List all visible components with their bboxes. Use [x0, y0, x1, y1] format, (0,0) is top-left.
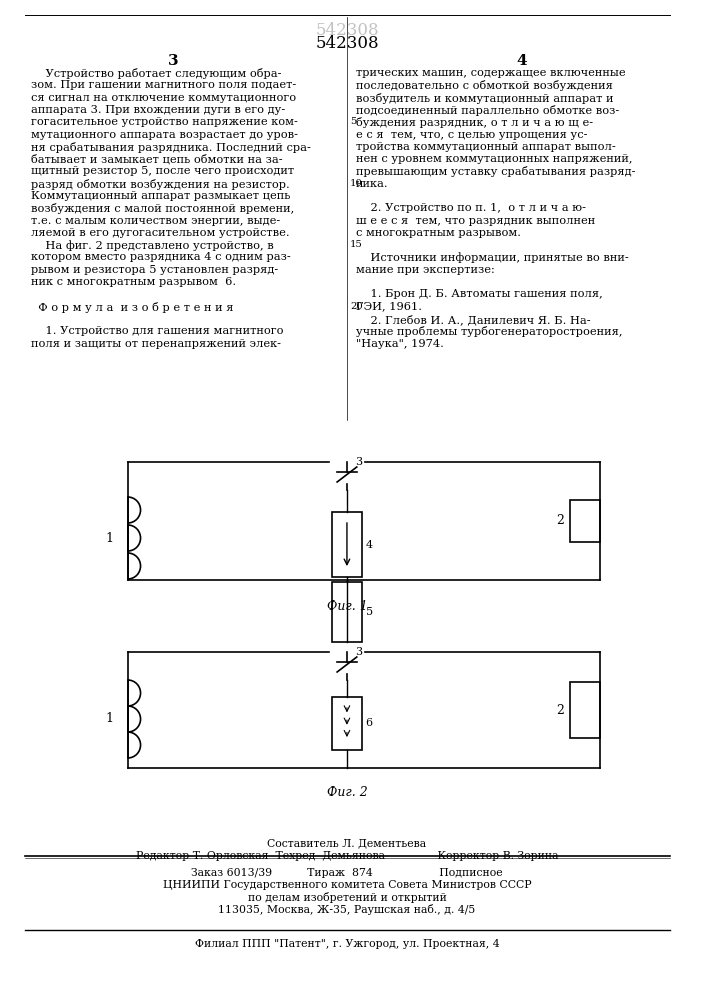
- Text: ника.: ника.: [356, 179, 388, 189]
- Text: 10: 10: [350, 179, 363, 188]
- Text: ляемой в его дугогасительном устройстве.: ляемой в его дугогасительном устройстве.: [31, 228, 290, 238]
- Text: 3: 3: [168, 54, 178, 68]
- Text: 1. Брон Д. Б. Автоматы гашения поля,: 1. Брон Д. Б. Автоматы гашения поля,: [356, 289, 602, 299]
- Bar: [332, 697, 362, 750]
- Text: т.е. с малым количеством энергии, выде-: т.е. с малым количеством энергии, выде-: [31, 216, 281, 226]
- Text: ня срабатывания разрядника. Последний сра-: ня срабатывания разрядника. Последний ср…: [31, 142, 311, 153]
- Text: Ф о р м у л а  и з о б р е т е н и я: Ф о р м у л а и з о б р е т е н и я: [31, 302, 234, 313]
- Text: последовательно с обмоткой возбуждения: последовательно с обмоткой возбуждения: [356, 80, 613, 91]
- Text: возбудитель и коммутационный аппарат и: возбудитель и коммутационный аппарат и: [356, 93, 613, 104]
- Bar: [332, 512, 362, 577]
- Text: 4: 4: [517, 54, 527, 68]
- Text: 4: 4: [366, 540, 373, 550]
- Text: Коммутационный аппарат размыкает цепь: Коммутационный аппарат размыкает цепь: [31, 191, 291, 201]
- Text: превышающим уставку срабатывания разряд-: превышающим уставку срабатывания разряд-: [356, 166, 636, 177]
- Text: по делам изобретений и открытий: по делам изобретений и открытий: [247, 892, 446, 903]
- Text: учные проблемы турбогенераторостроения,: учные проблемы турбогенераторостроения,: [356, 326, 622, 337]
- Text: Филиал ППП "Патент", г. Ужгород, ул. Проектная, 4: Филиал ППП "Патент", г. Ужгород, ул. Про…: [194, 939, 499, 949]
- Text: аппарата 3. При вхождении дуги в его ду-: аппарата 3. При вхождении дуги в его ду-: [31, 105, 286, 115]
- Text: тройства коммутационный аппарат выпол-: тройства коммутационный аппарат выпол-: [356, 142, 616, 152]
- Text: Составитель Л. Дементьева: Составитель Л. Дементьева: [267, 838, 426, 848]
- Text: 113035, Москва, Ж-35, Раушская наб., д. 4/5: 113035, Москва, Ж-35, Раушская наб., д. …: [218, 904, 476, 915]
- Text: 6: 6: [366, 718, 373, 728]
- Text: ся сигнал на отключение коммутационного: ся сигнал на отключение коммутационного: [31, 93, 296, 103]
- Text: ник с многократным разрывом  6.: ник с многократным разрывом 6.: [31, 277, 237, 287]
- Text: Фиг. 2: Фиг. 2: [327, 786, 368, 799]
- Text: котором вместо разрядника 4 с одним раз-: котором вместо разрядника 4 с одним раз-: [31, 252, 291, 262]
- Text: возбуждения с малой постоянной времени,: возбуждения с малой постоянной времени,: [31, 203, 295, 214]
- Text: Заказ 6013/39          Тираж  874                   Подписное: Заказ 6013/39 Тираж 874 Подписное: [191, 868, 503, 878]
- Text: гогасительное устройство напряжение ком-: гогасительное устройство напряжение ком-: [31, 117, 298, 127]
- Text: зом. При гашении магнитного поля подает-: зом. При гашении магнитного поля подает-: [31, 80, 297, 90]
- Text: трических машин, содержащее включенные: трических машин, содержащее включенные: [356, 68, 626, 78]
- Text: 5: 5: [350, 117, 356, 126]
- Text: 2. Устройство по п. 1,  о т л и ч а ю-: 2. Устройство по п. 1, о т л и ч а ю-: [356, 203, 586, 213]
- Text: батывает и замыкает цепь обмотки на за-: батывает и замыкает цепь обмотки на за-: [31, 154, 283, 165]
- Text: с многократным разрывом.: с многократным разрывом.: [356, 228, 521, 238]
- Text: На фиг. 2 представлено устройство, в: На фиг. 2 представлено устройство, в: [31, 240, 274, 251]
- Text: щитный резистор 5, после чего происходит: щитный резистор 5, после чего происходит: [31, 166, 295, 176]
- Text: 2: 2: [556, 514, 564, 528]
- Text: 542308: 542308: [315, 35, 379, 52]
- Text: подсоединенный параллельно обмотке воз-: подсоединенный параллельно обмотке воз-: [356, 105, 619, 116]
- Text: 1. Устройство для гашения магнитного: 1. Устройство для гашения магнитного: [31, 326, 284, 336]
- Text: мание при экспертизе:: мание при экспертизе:: [356, 265, 494, 275]
- Text: ЦНИИПИ Государственного комитета Совета Министров СССР: ЦНИИПИ Государственного комитета Совета …: [163, 880, 531, 890]
- Text: 2. Глебов И. А., Данилевич Я. Б. На-: 2. Глебов И. А., Данилевич Я. Б. На-: [356, 314, 590, 325]
- Bar: [570, 500, 600, 542]
- Text: Устройство работает следующим обра-: Устройство работает следующим обра-: [31, 68, 282, 79]
- Text: Фиг. 1: Фиг. 1: [327, 600, 368, 613]
- Text: 1: 1: [105, 712, 113, 726]
- Text: мутационного аппарата возрастает до уров-: мутационного аппарата возрастает до уров…: [31, 129, 298, 139]
- Text: ш е е с я  тем, что разрядник выполнен: ш е е с я тем, что разрядник выполнен: [356, 216, 595, 226]
- Text: 3: 3: [355, 647, 362, 657]
- Text: ГЭИ, 1961.: ГЭИ, 1961.: [356, 302, 422, 312]
- Text: "Наука", 1974.: "Наука", 1974.: [356, 339, 444, 349]
- Text: е с я  тем, что, с целью упрощения ус-: е с я тем, что, с целью упрощения ус-: [356, 129, 588, 139]
- Text: Редактор Т. Орловская  Техред  Демьянова               Корректор В. Зорина: Редактор Т. Орловская Техред Демьянова К…: [136, 851, 559, 861]
- Bar: [570, 682, 600, 738]
- Bar: [332, 582, 362, 642]
- Text: 15: 15: [350, 240, 363, 249]
- Text: поля и защиты от перенапряжений элек-: поля и защиты от перенапряжений элек-: [31, 339, 281, 349]
- Text: буждения разрядник, о т л и ч а ю щ е-: буждения разрядник, о т л и ч а ю щ е-: [356, 117, 593, 128]
- Text: 20: 20: [350, 302, 363, 311]
- Text: рывом и резистора 5 установлен разряд-: рывом и резистора 5 установлен разряд-: [31, 265, 279, 275]
- Text: 1: 1: [105, 532, 113, 546]
- Text: 2: 2: [556, 704, 564, 716]
- Text: 3: 3: [355, 457, 362, 467]
- Text: Источники информации, принятые во вни-: Источники информации, принятые во вни-: [356, 252, 629, 263]
- Text: 542308: 542308: [315, 22, 379, 39]
- Text: разряд обмотки возбуждения на резистор.: разряд обмотки возбуждения на резистор.: [31, 179, 290, 190]
- Text: 5: 5: [366, 607, 373, 617]
- Text: нен с уровнем коммутационных напряжений,: нен с уровнем коммутационных напряжений,: [356, 154, 632, 164]
